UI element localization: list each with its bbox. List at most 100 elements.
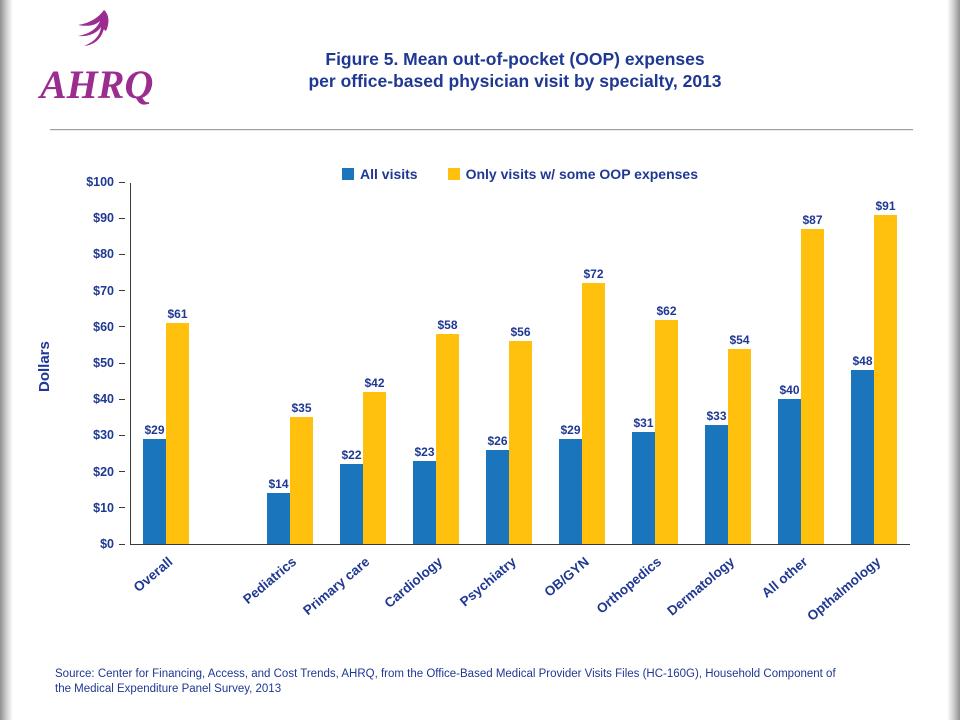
bar bbox=[851, 370, 874, 544]
x-axis-label: Psychiatry bbox=[456, 554, 519, 610]
y-tick-mark bbox=[119, 217, 125, 219]
x-axis-label: Orthopedics bbox=[594, 554, 665, 617]
bar-value-label: $72 bbox=[583, 267, 604, 282]
bar-wrap: $26 bbox=[486, 434, 509, 544]
bar-value-label: $42 bbox=[364, 375, 385, 390]
bar-wrap: $33 bbox=[705, 409, 728, 544]
legend-swatch bbox=[447, 168, 460, 180]
bar-group-primary-care: $22 $42 Primary care bbox=[300, 376, 386, 618]
bar-wrap: $14 bbox=[267, 477, 290, 544]
x-axis-label: OB/GYN bbox=[541, 554, 592, 600]
bar bbox=[509, 341, 532, 544]
y-tick-label: $0 bbox=[100, 537, 114, 551]
bar-wrap: $35 bbox=[290, 401, 313, 544]
y-tick-mark bbox=[119, 181, 125, 183]
y-axis-tick: $60 bbox=[65, 319, 125, 335]
bar-value-label: $14 bbox=[268, 477, 289, 492]
y-axis-tick: $20 bbox=[65, 464, 125, 480]
y-tick-mark bbox=[119, 543, 125, 545]
y-axis-title: Dollars bbox=[36, 341, 53, 392]
bar-value-label: $91 bbox=[875, 198, 896, 213]
bar bbox=[363, 391, 386, 544]
bar bbox=[728, 348, 751, 544]
bar bbox=[801, 229, 824, 544]
y-tick-label: $60 bbox=[93, 319, 114, 334]
bar-group-opthalmology: $48 $91 Opthalmology bbox=[804, 199, 897, 624]
header-divider bbox=[50, 129, 913, 130]
page-title: Figure 5. Mean out-of-pocket (OOP) expen… bbox=[150, 48, 880, 92]
bar-wrap: $29 bbox=[143, 423, 166, 544]
ahrq-logo-text: AHRQ bbox=[38, 62, 153, 107]
bar bbox=[436, 334, 459, 544]
bar-wrap: $61 bbox=[166, 307, 189, 544]
bar-group-overall: $29 $61 Overall bbox=[131, 307, 189, 595]
bar-value-label: $48 bbox=[852, 354, 873, 369]
bar bbox=[267, 493, 290, 544]
bar-value-label: $29 bbox=[144, 423, 165, 438]
bar-group-cardiology: $23 $58 Cardiology bbox=[382, 318, 459, 611]
plot-area: $29 $61 Overall $14 $35 Pediatrics $22 $42 Prima… bbox=[131, 183, 910, 624]
bar-wrap: $42 bbox=[363, 376, 386, 544]
bar bbox=[143, 439, 166, 544]
x-axis-label: Dermatology bbox=[664, 554, 738, 619]
bar bbox=[874, 214, 897, 544]
y-tick-label: $70 bbox=[93, 283, 114, 298]
bar-group-psychiatry: $26 $56 Psychiatry bbox=[457, 325, 532, 609]
bar bbox=[486, 449, 509, 544]
bar bbox=[166, 323, 189, 544]
legend-item: Only visits w/ some OOP expenses bbox=[447, 166, 698, 182]
bar-value-label: $35 bbox=[291, 401, 312, 416]
y-tick-label: $10 bbox=[93, 500, 114, 515]
y-tick-mark bbox=[119, 471, 125, 473]
plot-wrapper: $0 $10 $20 $30 $40 $50 $60 $70 $80 $90 $100 $29 $61… bbox=[86, 175, 910, 624]
x-axis-label: Overall bbox=[130, 554, 176, 595]
y-tick-label: $80 bbox=[93, 247, 114, 262]
legend-item: All visits bbox=[342, 166, 418, 182]
bar-wrap: $23 bbox=[413, 445, 436, 544]
y-tick-label: $90 bbox=[93, 211, 114, 226]
y-axis-tick: $70 bbox=[65, 283, 125, 299]
bar-wrap: $29 bbox=[559, 423, 582, 544]
bar-wrap: $91 bbox=[874, 199, 897, 544]
y-tick-label: $20 bbox=[93, 464, 114, 479]
y-tick-mark bbox=[119, 398, 125, 400]
y-tick-mark bbox=[119, 326, 125, 328]
bar-value-label: $58 bbox=[437, 318, 458, 333]
y-axis-tick: $0 bbox=[65, 536, 125, 552]
source-line-1: Source: Center for Financing, Access, an… bbox=[55, 668, 836, 680]
chart-legend: All visits Only visits w/ some OOP expens… bbox=[130, 166, 910, 182]
bar-group-all-other: $40 $87 All other bbox=[759, 213, 824, 601]
bar bbox=[290, 417, 313, 544]
bar-value-label: $23 bbox=[414, 444, 435, 459]
bar-value-label: $31 bbox=[633, 415, 654, 430]
y-tick-label: $50 bbox=[93, 356, 114, 370]
y-tick-mark bbox=[119, 253, 125, 255]
bar-wrap: $58 bbox=[436, 318, 459, 544]
y-tick-mark bbox=[119, 507, 125, 509]
bar-value-label: $22 bbox=[341, 448, 362, 463]
bar-value-label: $40 bbox=[779, 383, 800, 398]
source-note: Source: Center for Financing, Access, an… bbox=[55, 667, 915, 697]
bar-group-ob-gyn: $29 $72 OB/GYN bbox=[541, 267, 605, 600]
title-line-2: per office-based physician visit by spec… bbox=[308, 71, 722, 91]
bar bbox=[778, 399, 801, 544]
bar-group-orthopedics: $31 $62 Orthopedics bbox=[594, 304, 678, 617]
y-tick-label: $30 bbox=[93, 428, 114, 443]
x-axis-label: Cardiology bbox=[381, 554, 446, 611]
bar-wrap: $22 bbox=[340, 448, 363, 544]
left-edge-decoration bbox=[0, 0, 13, 720]
bar-value-label: $29 bbox=[560, 423, 581, 438]
legend-swatch bbox=[342, 168, 354, 180]
bar-value-label: $33 bbox=[706, 408, 727, 423]
legend-label: Only visits w/ some OOP expenses bbox=[465, 166, 698, 182]
bar-wrap: $62 bbox=[655, 304, 678, 544]
title-line-1: Figure 5. Mean out-of-pocket (OOP) expen… bbox=[325, 49, 705, 69]
y-axis-tick: $10 bbox=[65, 500, 125, 516]
bar-group-pediatrics: $14 $35 Pediatrics bbox=[241, 401, 313, 607]
bar-value-label: $87 bbox=[802, 213, 823, 228]
bar bbox=[413, 460, 436, 544]
y-tick-label: $40 bbox=[93, 392, 114, 407]
right-edge-decoration bbox=[947, 0, 960, 720]
y-axis-tick: $90 bbox=[65, 210, 125, 226]
